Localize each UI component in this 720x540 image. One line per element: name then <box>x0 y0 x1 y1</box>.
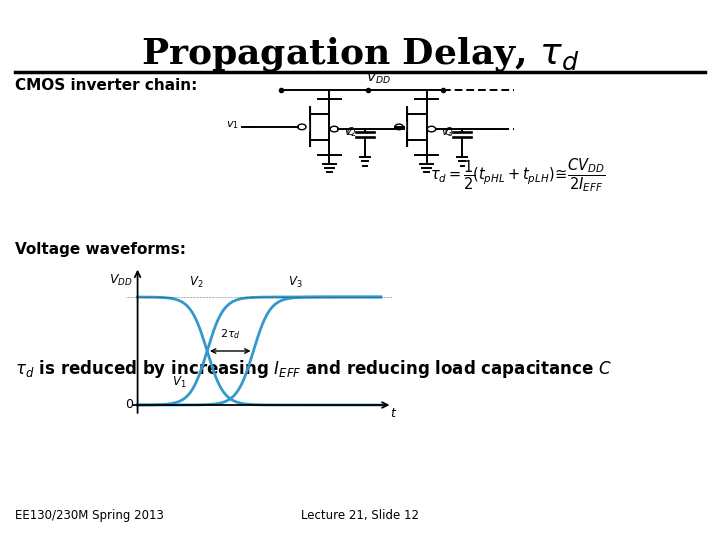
Text: Lecture 21, Slide 12: Lecture 21, Slide 12 <box>301 509 419 522</box>
Text: Voltage waveforms:: Voltage waveforms: <box>15 242 186 257</box>
Text: $V_{DD}$: $V_{DD}$ <box>109 273 133 288</box>
Text: C: C <box>347 127 354 137</box>
Text: $2\tau_d$: $2\tau_d$ <box>220 327 240 341</box>
Text: $V_3$: $V_3$ <box>288 275 302 291</box>
Text: $v_2$: $v_2$ <box>344 127 356 139</box>
Text: $\tau_d$ is reduced by increasing $I_{EFF}$ and reducing load capacitance $C$: $\tau_d$ is reduced by increasing $I_{EF… <box>15 358 612 380</box>
Text: EE130/230M Spring 2013: EE130/230M Spring 2013 <box>15 509 164 522</box>
Text: Propagation Delay, $\tau_d$: Propagation Delay, $\tau_d$ <box>141 35 579 73</box>
Text: 0: 0 <box>125 399 133 411</box>
Text: $V_{DD}$: $V_{DD}$ <box>366 71 390 86</box>
Text: CMOS inverter chain:: CMOS inverter chain: <box>15 78 197 93</box>
Text: $v_1$: $v_1$ <box>226 119 238 131</box>
Text: $V_2$: $V_2$ <box>189 275 203 291</box>
Text: $v_3$: $v_3$ <box>441 127 454 139</box>
Text: $\tau_d = \dfrac{1}{2}\!\left(t_{pHL} + t_{pLH}\right)\!\cong\!\dfrac{CV_{DD}}{2: $\tau_d = \dfrac{1}{2}\!\left(t_{pHL} + … <box>430 156 606 194</box>
Text: $t$: $t$ <box>390 407 397 420</box>
Text: $V_1$: $V_1$ <box>172 375 187 390</box>
Text: C: C <box>444 127 451 137</box>
